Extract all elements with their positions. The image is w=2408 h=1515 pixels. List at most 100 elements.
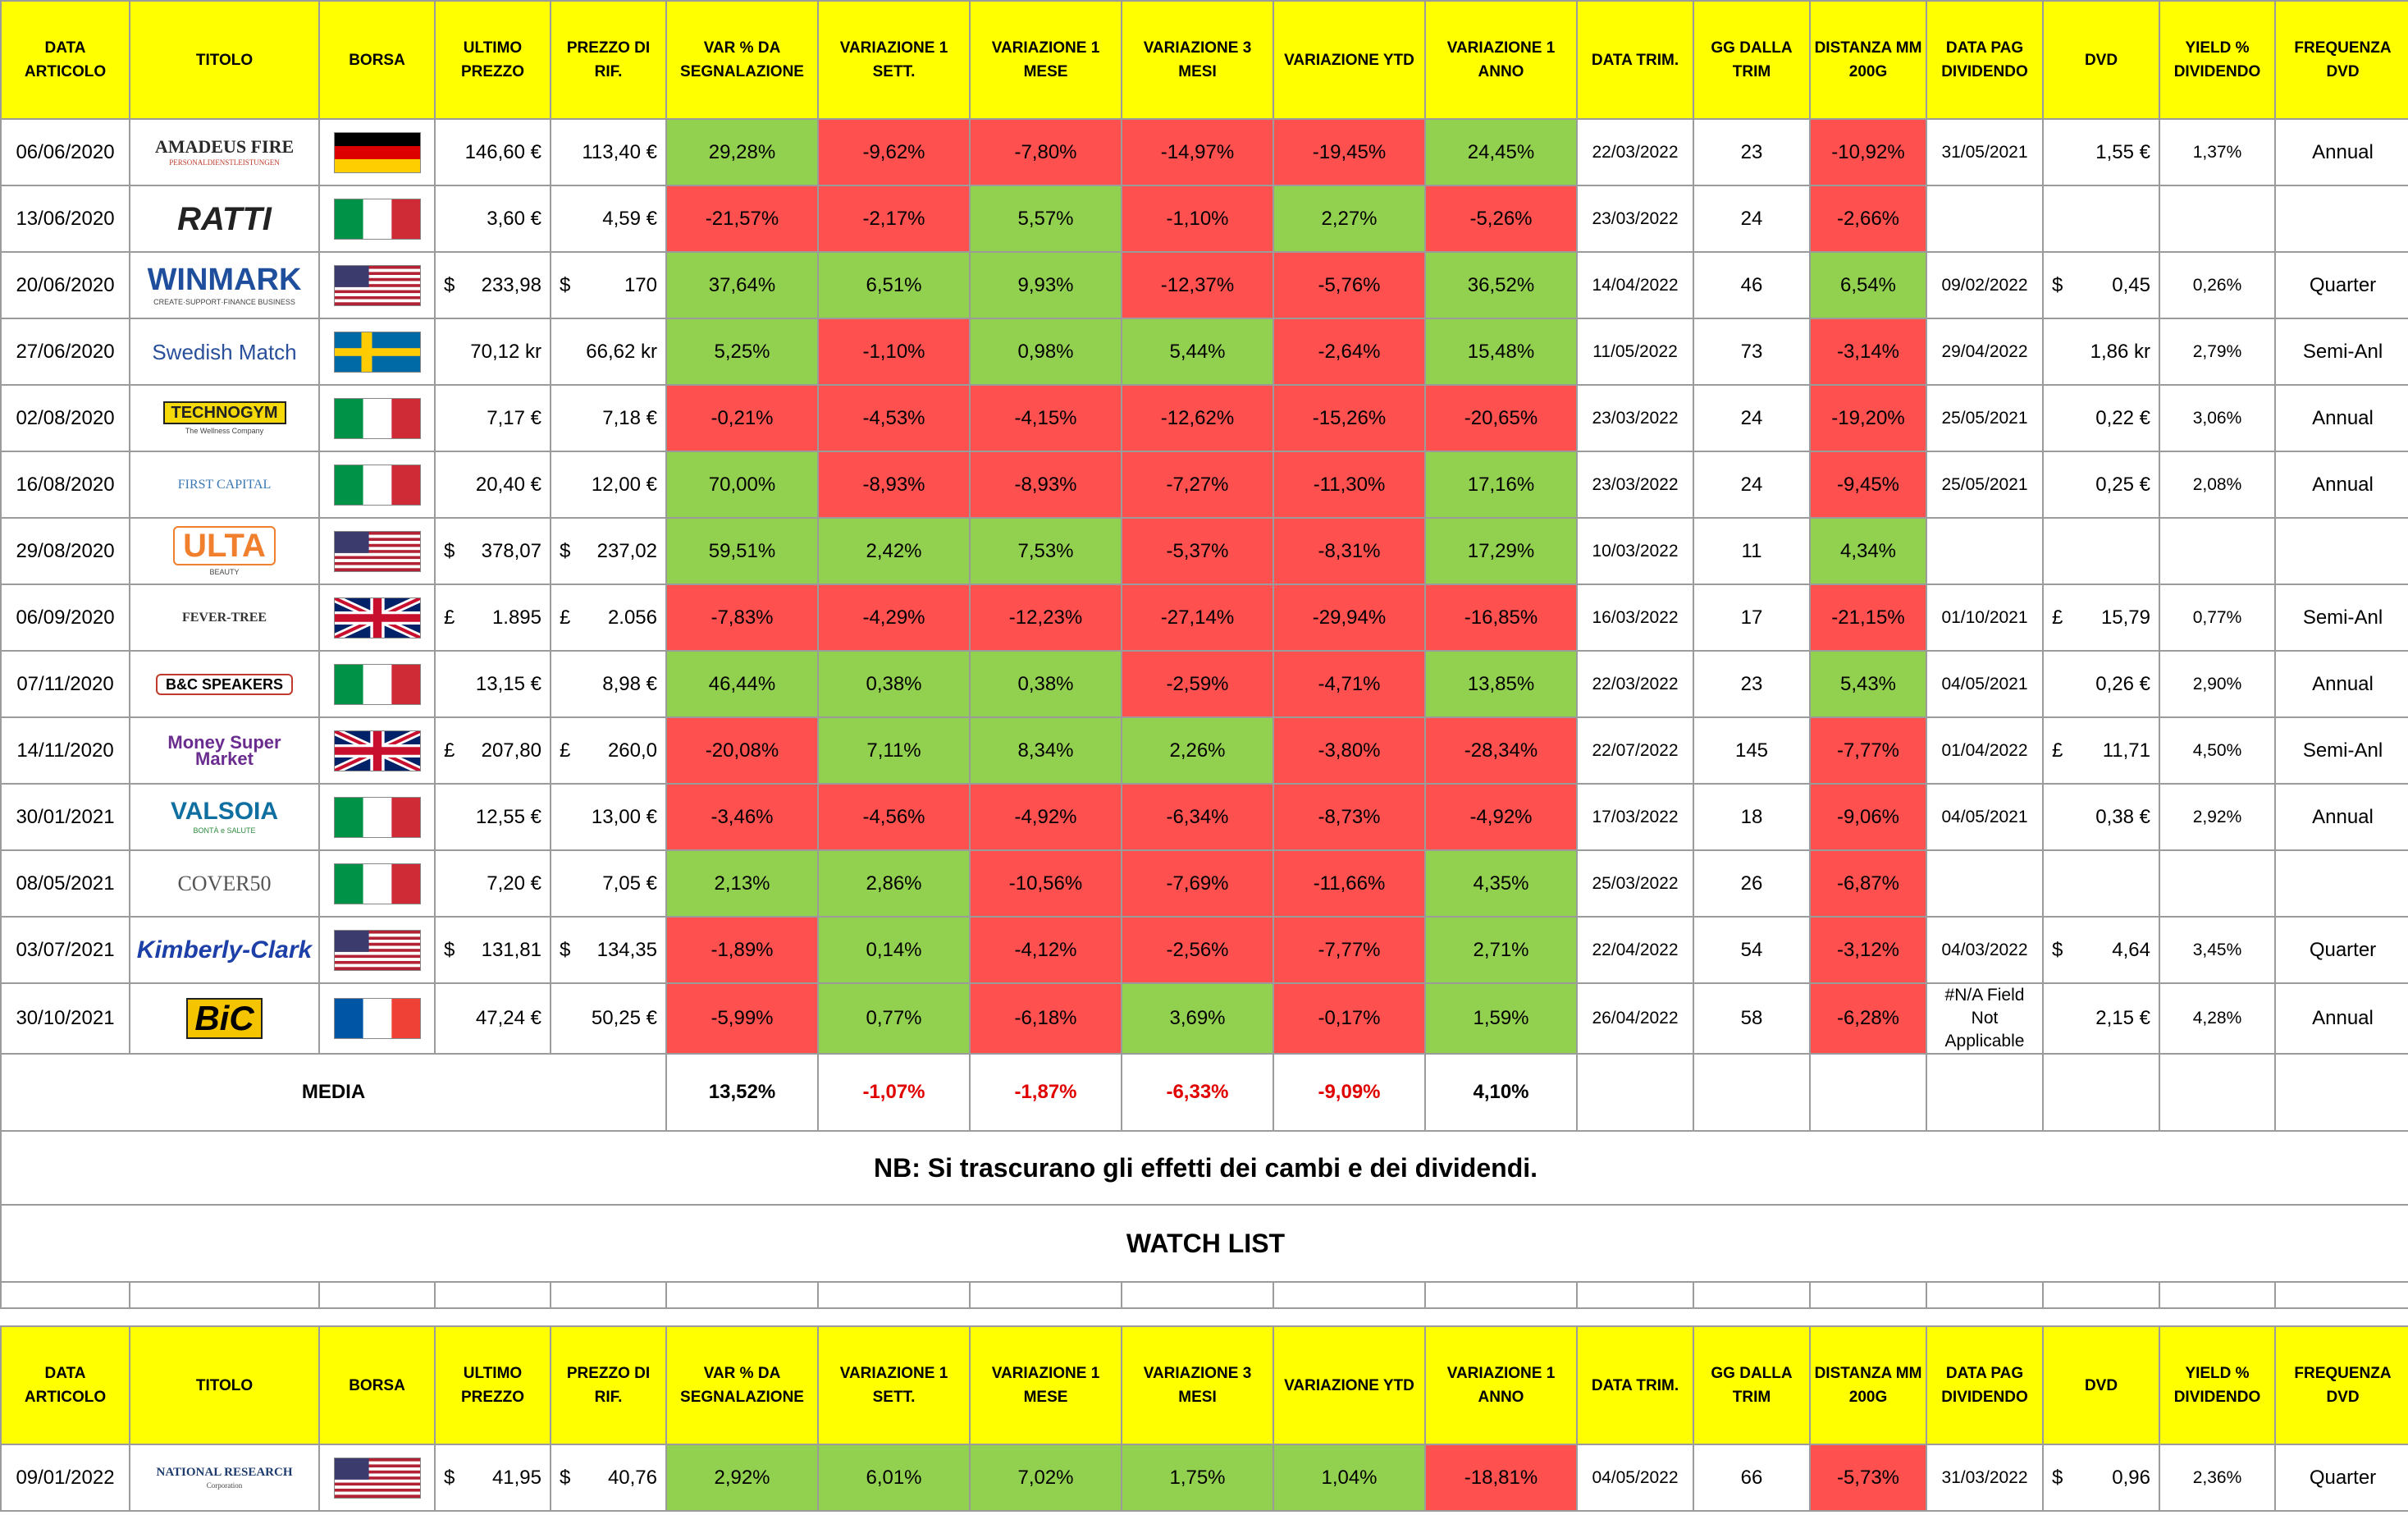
days-since-quarter: 17 — [1693, 584, 1811, 652]
header-distanza-mm-200g: DISTANZA MM 200G — [1809, 0, 1927, 120]
header-data-articolo: DATA ARTICOLO — [0, 0, 130, 120]
reference-price: 113,40 € — [550, 118, 667, 186]
last-price-value: 7,17 € — [487, 406, 541, 429]
change-ytd: 1,04% — [1273, 1444, 1426, 1512]
reference-price-currency: $ — [560, 1466, 571, 1489]
change-ytd: -8,73% — [1273, 783, 1426, 851]
article-date: 14/11/2020 — [0, 716, 130, 785]
change-1-year: -18,81% — [1424, 1444, 1578, 1512]
change-since-signal: 37,64% — [665, 251, 819, 319]
distance-ma-200: -21,15% — [1809, 584, 1927, 652]
dividend-pay-date: 25/05/2021 — [1926, 384, 2044, 452]
company-logo: Money Super Market — [131, 719, 318, 782]
dividend-yield: 2,08% — [2159, 451, 2276, 519]
exchange-flag-cell — [318, 384, 436, 452]
article-date: 29/08/2020 — [0, 517, 130, 585]
header-data-trim: DATA TRIM. — [1576, 0, 1694, 120]
change-1-month: 8,34% — [969, 716, 1122, 785]
header-variazione-3-mesi: VARIAZIONE 3 MESI — [1121, 0, 1274, 120]
change-3-months: -6,34% — [1121, 783, 1274, 851]
header-var-da-segnalazione: VAR % DA SEGNALAZIONE — [665, 1325, 819, 1445]
article-date: 09/01/2022 — [0, 1444, 130, 1512]
exchange-flag-cell — [318, 716, 436, 785]
reference-price-value: 50,25 € — [591, 1007, 657, 1029]
company-logo-cell: FEVER-TREE — [129, 584, 320, 652]
change-since-signal: 46,44% — [665, 650, 819, 718]
exchange-flag-cell — [318, 916, 436, 984]
company-logo-cell: ULTA BEAUTY — [129, 517, 320, 585]
last-price: 12,55 € — [434, 783, 551, 851]
change-ytd: -2,64% — [1273, 318, 1426, 386]
company-logo: Kimberly-Clark — [131, 918, 318, 982]
dividend-frequency: Quarter — [2274, 251, 2408, 319]
dividend: £15,79 — [2042, 584, 2160, 652]
company-logo-text: ULTA — [173, 526, 276, 565]
company-logo-cell: NATIONAL RESEARCH Corporation — [129, 1444, 320, 1512]
flag-uk-icon — [333, 597, 421, 638]
company-logo: COVER50 — [131, 852, 318, 915]
dividend-yield: 2,79% — [2159, 318, 2276, 386]
dividend-yield: 2,90% — [2159, 650, 2276, 718]
last-price-currency: $ — [444, 938, 455, 961]
header-variazione-1-sett: VARIAZIONE 1 SETT. — [817, 0, 971, 120]
company-logo-cell: FIRST CAPITAL — [129, 451, 320, 519]
company-logo: WINMARK CREATE·SUPPORT·FINANCE BUSINESS — [131, 254, 318, 317]
dividend-pay-date: 31/03/2022 — [1926, 1444, 2044, 1512]
change-ytd: -15,26% — [1273, 384, 1426, 452]
reference-price: £260,0 — [550, 716, 667, 785]
flag-de-icon — [333, 131, 421, 173]
dividend-frequency: Annual — [2274, 650, 2408, 718]
change-ytd: -8,31% — [1273, 517, 1426, 585]
company-logo-text: COVER50 — [177, 871, 272, 895]
company-logo-text: WINMARK — [147, 263, 302, 297]
company-logo-text: RATTI — [177, 200, 272, 237]
reference-price-value: 7,05 € — [602, 872, 657, 895]
days-since-quarter: 24 — [1693, 185, 1811, 253]
dividend-pay-date: 29/04/2022 — [1926, 318, 2044, 386]
table-row: 06/09/2020 FEVER-TREE £1.895 £2.056 -7,83% -4… — [0, 584, 2408, 652]
flag-se-icon — [333, 331, 421, 373]
change-ytd: -4,71% — [1273, 650, 1426, 718]
company-logo-cell: VALSOIA BONTÀ e SALUTE — [129, 783, 320, 851]
change-1-month: 5,57% — [969, 185, 1122, 253]
quarter-date: 22/03/2022 — [1576, 650, 1694, 718]
company-logo-text: BiC — [186, 998, 263, 1039]
company-logo-subtext: CREATE·SUPPORT·FINANCE BUSINESS — [153, 298, 295, 306]
change-since-signal: 59,51% — [665, 517, 819, 585]
company-logo: ULTA BEAUTY — [131, 519, 318, 583]
table-row: 20/06/2020 WINMARK CREATE·SUPPORT·FINANCE … — [0, 251, 2408, 319]
empty-cell — [1576, 1053, 1694, 1132]
dividend — [2042, 517, 2160, 585]
change-1-month: 7,53% — [969, 517, 1122, 585]
change-since-signal: 2,92% — [665, 1444, 819, 1512]
dividend-currency: £ — [2052, 739, 2063, 762]
change-3-months: -1,10% — [1121, 185, 1274, 253]
dividend-yield: 3,45% — [2159, 916, 2276, 984]
flag-us-icon — [333, 1457, 421, 1499]
dividend-pay-date: 04/03/2022 — [1926, 916, 2044, 984]
last-price-value: 70,12 kr — [470, 340, 541, 363]
dividend-yield: 2,36% — [2159, 1444, 2276, 1512]
quarter-date: 22/04/2022 — [1576, 916, 1694, 984]
change-1-year: 1,59% — [1424, 982, 1578, 1055]
average-v3m: -6,33% — [1121, 1053, 1274, 1132]
table-row: 30/10/2021 BiC 47,24 €50,25 € -5,99% 0,77% -6… — [0, 982, 2408, 1055]
change-1-week: 0,14% — [817, 916, 971, 984]
change-1-month: 9,93% — [969, 251, 1122, 319]
company-logo-text: Kimberly-Clark — [136, 936, 313, 963]
article-date: 27/06/2020 — [0, 318, 130, 386]
empty-cell — [0, 1281, 130, 1309]
reference-price-value: 170 — [624, 273, 657, 296]
change-3-months: -14,97% — [1121, 118, 1274, 186]
company-logo-text: VALSOIA — [170, 798, 279, 825]
days-since-quarter: 54 — [1693, 916, 1811, 984]
quarter-date: 10/03/2022 — [1576, 517, 1694, 585]
change-since-signal: -5,99% — [665, 982, 819, 1055]
header-dvd: DVD — [2042, 0, 2160, 120]
spacer-row — [0, 1281, 2408, 1309]
exchange-flag-cell — [318, 318, 436, 386]
dividend-currency: £ — [2052, 606, 2063, 629]
empty-cell — [1809, 1281, 1927, 1309]
empty-cell — [1926, 1053, 2044, 1132]
change-ytd: -29,94% — [1273, 584, 1426, 652]
